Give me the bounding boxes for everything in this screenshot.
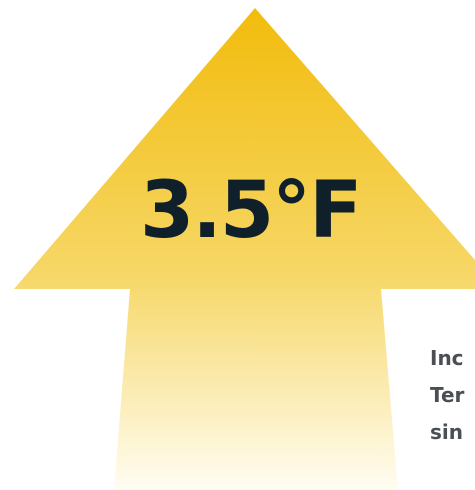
caption-line-1: Inc	[430, 346, 464, 370]
arrow-shape	[14, 8, 475, 490]
caption-line-2: Ter	[430, 383, 465, 407]
caption-line-3: sin	[430, 420, 463, 444]
caption-text: Inc Ter sin	[430, 340, 475, 451]
temperature-value: 3.5°F	[140, 166, 362, 256]
